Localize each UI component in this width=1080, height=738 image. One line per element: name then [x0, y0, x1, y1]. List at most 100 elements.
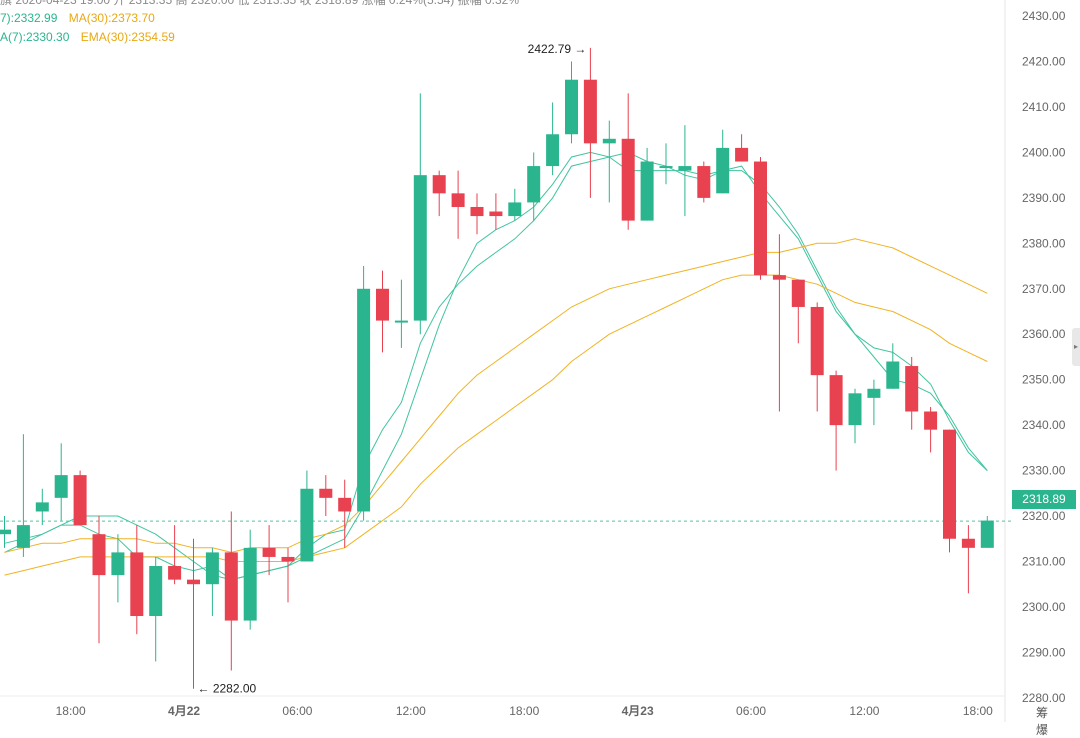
candle [281, 547, 295, 603]
y-tick-label: 2380.00 [1022, 236, 1066, 250]
y-tick-label: 2370.00 [1022, 282, 1066, 296]
candle [980, 516, 994, 548]
x-tick-label: 4月23 [622, 704, 654, 718]
candle-body [35, 502, 49, 512]
candle [716, 129, 730, 194]
candle [0, 516, 11, 548]
candle [168, 525, 182, 585]
candle-body [470, 206, 484, 217]
corner-label: 筹 爆 [1036, 706, 1055, 737]
candle-body [489, 211, 503, 217]
candle-body [867, 388, 881, 398]
collapse-panel-handle[interactable]: ▸ [1072, 328, 1080, 366]
y-tick-label: 2430.00 [1022, 9, 1066, 23]
ohlc-summary: 旗 2020-04-23 19:00 开 2313.35 高 2320.00 低… [0, 0, 519, 7]
candle-body [735, 147, 749, 162]
candle-body [432, 175, 446, 194]
candle [338, 479, 352, 548]
candle-body [0, 529, 11, 535]
candle [300, 470, 314, 562]
candle-body [924, 411, 938, 430]
candle-body [376, 288, 389, 321]
candle-body [300, 488, 314, 562]
candle-body [659, 166, 673, 169]
candle [527, 152, 541, 221]
y-tick-label: 2350.00 [1022, 373, 1066, 387]
candle [924, 406, 938, 453]
x-tick-label: 06:00 [736, 704, 766, 718]
candle-body [772, 275, 786, 280]
x-tick-label: 06:00 [282, 704, 312, 718]
candle [73, 470, 87, 526]
current-price-tag: 2318.89 [1012, 490, 1076, 509]
candle [394, 279, 408, 348]
candle [754, 156, 767, 280]
candle-body [243, 547, 257, 621]
candle-body [716, 147, 730, 194]
candle [470, 193, 484, 235]
candle-body [54, 475, 68, 498]
candle [35, 488, 49, 526]
candle [697, 161, 711, 203]
ma-legend: 7):2332.99 MA(30):2373.70 [0, 10, 163, 26]
candle-body [980, 520, 994, 548]
candle-body [546, 134, 560, 167]
candlestick-chart[interactable]: 2430.00 2420.00 2410.00 2400.00 2390.00 2380.… [0, 0, 1080, 722]
candle [943, 429, 956, 553]
candle-body [848, 393, 862, 426]
y-tick-label: 2280.00 [1022, 691, 1066, 705]
candle [961, 525, 975, 594]
candle [602, 120, 616, 203]
candle [92, 516, 106, 644]
candle [508, 188, 522, 221]
series-line-ma30 [4, 238, 988, 553]
candle-body [508, 202, 522, 217]
candle-body [130, 552, 144, 617]
candle [565, 61, 578, 144]
y-tick-label: 2390.00 [1022, 191, 1066, 205]
candle-body [678, 166, 692, 171]
candle [16, 434, 30, 557]
candle [149, 556, 163, 662]
candle-body [810, 306, 824, 376]
candle [413, 93, 427, 335]
candle-body [565, 79, 578, 135]
candle [621, 93, 635, 230]
candle [546, 102, 560, 176]
series-line-ema30 [4, 274, 988, 576]
candle-body [621, 138, 635, 221]
candle [187, 538, 200, 689]
candle [489, 193, 503, 230]
low-price-annotation: ← 2282.00 [198, 682, 257, 696]
candle [262, 525, 276, 576]
ma30-value: MA(30):2373.70 [68, 11, 155, 25]
x-tick-label: 4月22 [168, 704, 200, 718]
y-tick-label: 2420.00 [1022, 55, 1066, 69]
candle-body [338, 497, 352, 512]
candle-body [754, 161, 767, 276]
y-tick-label: 2310.00 [1022, 554, 1066, 568]
candle [735, 134, 749, 162]
candle-body [791, 279, 805, 307]
candle-body [905, 366, 919, 412]
y-tick-label: 2410.00 [1022, 100, 1066, 114]
x-tick-label: 18:00 [509, 704, 539, 718]
candle [810, 302, 824, 412]
candle-body [281, 556, 295, 562]
y-tick-label: 2290.00 [1022, 645, 1066, 659]
candle-body [92, 534, 106, 576]
candle-body [16, 525, 30, 548]
candle [451, 170, 465, 239]
candle [583, 47, 597, 198]
y-tick-label: 2330.00 [1022, 464, 1066, 478]
candle [848, 388, 862, 444]
candle-body [168, 566, 182, 580]
ema-legend: A(7):2330.30 EMA(30):2354.59 [0, 29, 183, 45]
candle-body [583, 79, 597, 144]
ema30-value: EMA(30):2354.59 [80, 30, 175, 44]
candle [54, 443, 68, 521]
x-tick-label: 18:00 [963, 704, 993, 718]
candle [772, 234, 786, 412]
candle [357, 266, 371, 521]
ma7-value: 7):2332.99 [0, 11, 58, 25]
